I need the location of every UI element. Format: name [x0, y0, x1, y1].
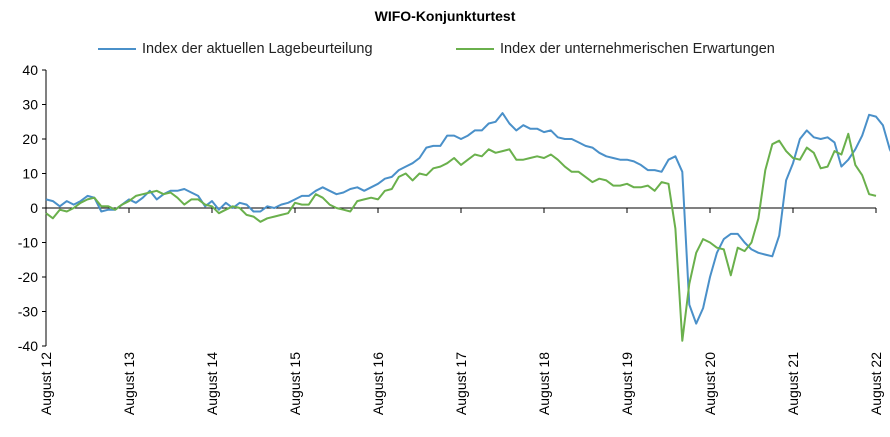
x-tick-label: August 14: [204, 352, 220, 415]
x-tick-label: August 21: [785, 352, 801, 415]
y-tick-label: 20: [22, 131, 38, 147]
legend-label-lagebeurteilung: Index der aktuellen Lagebeurteilung: [142, 41, 373, 57]
legend-label-erwartungen: Index der unternehmerischen Erwartungen: [500, 41, 775, 57]
legend-item-erwartungen: Index der unternehmerischen Erwartungen: [456, 41, 775, 57]
series-line-erwartungen: [45, 132, 877, 342]
y-tick-label: 10: [22, 166, 38, 182]
y-tick-label: -30: [18, 304, 38, 320]
y-tick-label: -40: [18, 338, 38, 354]
series-line-lagebeurteilung: [45, 112, 890, 325]
x-tick-label: August 19: [619, 352, 635, 415]
legend-item-lagebeurteilung: Index der aktuellen Lagebeurteilung: [98, 41, 373, 57]
y-tick-label: 40: [22, 62, 38, 78]
x-tick-label: August 17: [453, 352, 469, 415]
y-tick-label: -10: [18, 235, 38, 251]
y-tick-label: 0: [30, 200, 38, 216]
x-tick-label: August 20: [702, 352, 718, 415]
y-tick-label: 30: [22, 97, 38, 113]
legend-swatch-lagebeurteilung: [98, 48, 136, 50]
x-tick-label: August 12: [38, 352, 54, 415]
x-tick-label: August 22: [868, 352, 884, 415]
x-tick-label: August 16: [370, 352, 386, 415]
legend-swatch-erwartungen: [456, 48, 494, 50]
x-tick-label: August 18: [536, 352, 552, 415]
chart-legend: Index der aktuellen Lagebeurteilung Inde…: [0, 41, 890, 61]
x-tick-label: August 15: [287, 352, 303, 415]
y-tick-label: -20: [18, 269, 38, 285]
chart-title: WIFO-Konjunkturtest: [374, 8, 516, 24]
x-tick-label: August 13: [121, 352, 137, 415]
